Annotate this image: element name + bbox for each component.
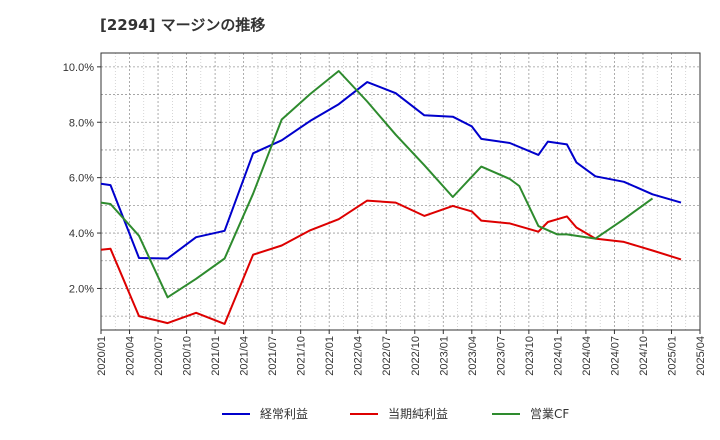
- legend-label: 経常利益: [260, 407, 308, 421]
- x-tick-label: 2023/01: [438, 336, 450, 376]
- x-tick-label: 2020/07: [153, 336, 165, 376]
- y-axis-ticks: 2.0% 4.0% 6.0% 8.0% 10.0%: [63, 62, 101, 295]
- x-tick-label: 2021/04: [239, 336, 251, 376]
- x-tick-label: 2022/07: [381, 336, 393, 376]
- x-tick-label: 2022/10: [410, 336, 422, 376]
- x-tick-label: 2024/10: [638, 336, 650, 376]
- y-tick-label: 8.0%: [69, 117, 94, 129]
- series-line-3: [100, 70, 654, 299]
- legend: 経常利益 当期純利益 営業CF: [222, 407, 569, 421]
- x-tick-label: 2022/04: [353, 336, 365, 376]
- legend-label: 営業CF: [530, 407, 569, 421]
- y-tick-label: 6.0%: [69, 173, 94, 185]
- x-tick-label: 2020/01: [96, 336, 108, 376]
- series-layer: [100, 70, 682, 325]
- y-tick-label: 10.0%: [63, 62, 94, 74]
- x-tick-label: 2025/01: [666, 336, 678, 376]
- y-tick-label: 4.0%: [69, 228, 94, 240]
- x-tick-label: 2021/01: [210, 336, 222, 376]
- grid-lines: [100, 53, 701, 330]
- x-tick-label: 2025/04: [695, 336, 707, 376]
- x-tick-label: 2021/07: [267, 336, 279, 376]
- x-axis-ticks: 2020/01 2020/04 2020/07 2020/10 2021/01 2021/…: [96, 330, 707, 376]
- series-line-1: [100, 81, 682, 260]
- x-tick-label: 2020/04: [125, 336, 137, 376]
- x-tick-label: 2023/04: [467, 336, 479, 376]
- y-tick-label: 2.0%: [69, 283, 94, 295]
- plot-area: [100, 52, 701, 331]
- legend-label: 当期純利益: [388, 407, 448, 421]
- x-tick-label: 2023/07: [495, 336, 507, 376]
- chart-title: [2294] マージンの推移: [100, 16, 266, 34]
- x-tick-label: 2024/04: [581, 336, 593, 376]
- x-tick-label: 2024/01: [552, 336, 564, 376]
- x-tick-label: 2023/10: [524, 336, 536, 376]
- x-tick-label: 2021/10: [296, 336, 308, 376]
- series-line-2: [100, 199, 682, 325]
- x-tick-label: 2022/01: [324, 336, 336, 376]
- x-tick-label: 2020/10: [182, 336, 194, 376]
- x-tick-label: 2024/07: [609, 336, 621, 376]
